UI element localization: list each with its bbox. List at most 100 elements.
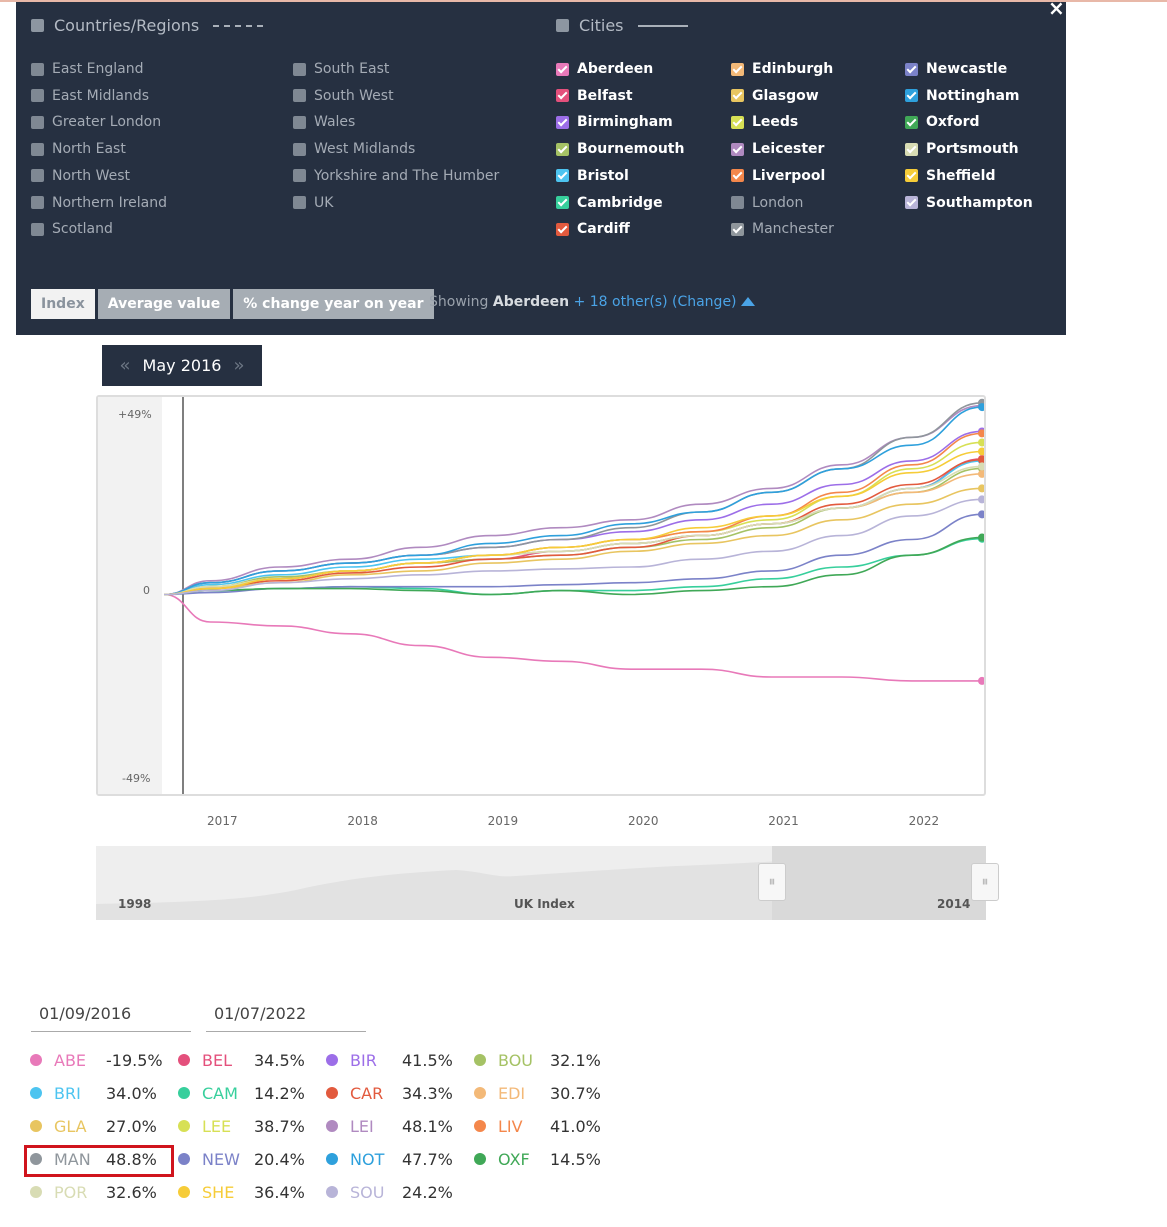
series-line-sou[interactable]: [163, 498, 983, 596]
filter-option[interactable]: Nottingham: [905, 86, 1020, 106]
filter-option[interactable]: Bournemouth: [556, 139, 684, 159]
filter-option[interactable]: Leicester: [731, 139, 824, 159]
legend-item[interactable]: EDI 30.7%: [474, 1083, 601, 1103]
checkbox-icon[interactable]: [293, 89, 306, 103]
series-end-point-not[interactable]: [978, 403, 984, 412]
filter-option[interactable]: Belfast: [556, 86, 633, 106]
checkbox-icon[interactable]: [731, 169, 744, 183]
collapse-triangle-icon[interactable]: [740, 297, 755, 306]
filter-option[interactable]: Edinburgh: [731, 59, 833, 79]
series-line-oxf[interactable]: [163, 536, 983, 596]
range-navigator[interactable]: ⏸ ⏸ 1998 UK Index 2014: [96, 846, 999, 920]
filter-option[interactable]: Birmingham: [556, 112, 673, 132]
series-end-point-lee[interactable]: [978, 438, 984, 447]
series-line-not[interactable]: [163, 406, 983, 596]
change-selection-link[interactable]: + 18 other(s) (Change): [573, 294, 737, 310]
checkbox-icon[interactable]: [556, 169, 569, 183]
legend-item[interactable]: POR 32.6%: [30, 1182, 157, 1202]
checkbox-icon[interactable]: [731, 222, 744, 236]
series-line-abe[interactable]: [163, 593, 982, 682]
checkbox-icon[interactable]: [731, 89, 744, 103]
series-line-she[interactable]: [163, 450, 983, 596]
tab-index[interactable]: Index: [31, 289, 95, 319]
legend-item[interactable]: NOT 47.7%: [326, 1149, 453, 1169]
series-end-point-por[interactable]: [978, 462, 984, 471]
checkbox-icon[interactable]: [556, 89, 569, 103]
checkbox-icon[interactable]: [293, 196, 306, 209]
filter-option[interactable]: South East: [293, 59, 389, 79]
checkbox-icon[interactable]: [31, 115, 44, 129]
navigator-left-handle[interactable]: ⏸: [758, 863, 786, 901]
legend-item[interactable]: LIV 41.0%: [474, 1116, 601, 1136]
countries-regions-header[interactable]: Countries/Regions: [31, 16, 264, 35]
filter-option[interactable]: East England: [31, 59, 144, 79]
filter-option[interactable]: Sheffield: [905, 166, 995, 186]
legend-item[interactable]: ABE -19.5%: [30, 1050, 163, 1070]
legend-item[interactable]: BEL 34.5%: [178, 1050, 305, 1070]
navigator-selection[interactable]: [772, 846, 986, 920]
checkbox-icon[interactable]: [905, 115, 918, 129]
checkbox-icon[interactable]: [556, 222, 569, 236]
checkbox-icon[interactable]: [905, 142, 918, 156]
series-end-point-gla[interactable]: [978, 484, 984, 493]
filter-option[interactable]: Greater London: [31, 112, 161, 132]
filter-option[interactable]: Cardiff: [556, 219, 630, 239]
filter-option[interactable]: Oxford: [905, 112, 980, 132]
tab-average-value[interactable]: Average value: [97, 289, 231, 319]
series-line-bou[interactable]: [163, 467, 983, 596]
checkbox-icon[interactable]: [31, 169, 44, 183]
filter-option[interactable]: Yorkshire and The Humber: [293, 166, 499, 186]
legend-item[interactable]: LEI 48.1%: [326, 1116, 453, 1136]
filter-option[interactable]: Leeds: [731, 112, 798, 132]
checkbox-icon[interactable]: [31, 142, 44, 156]
series-end-point-new[interactable]: [978, 510, 984, 519]
filter-option[interactable]: Portsmouth: [905, 139, 1019, 159]
checkbox-icon[interactable]: [293, 169, 306, 183]
filter-option[interactable]: Liverpool: [731, 166, 825, 186]
checkbox-icon[interactable]: [31, 196, 44, 209]
legend-item[interactable]: LEE 38.7%: [178, 1116, 305, 1136]
cities-checkbox[interactable]: [556, 19, 569, 32]
filter-option[interactable]: Bristol: [556, 166, 629, 186]
filter-option[interactable]: Aberdeen: [556, 59, 653, 79]
countries-regions-checkbox[interactable]: [31, 19, 44, 32]
checkbox-icon[interactable]: [556, 196, 569, 209]
series-end-point-oxf[interactable]: [978, 533, 984, 542]
series-line-lei[interactable]: [163, 404, 983, 596]
tab-change-year-on-year[interactable]: % change year on year: [233, 289, 434, 319]
legend-item[interactable]: MAN 48.8%: [30, 1149, 157, 1169]
filter-option[interactable]: Scotland: [31, 219, 113, 239]
from-date-input[interactable]: [31, 996, 191, 1032]
checkbox-icon[interactable]: [905, 89, 918, 103]
filter-option[interactable]: West Midlands: [293, 139, 415, 159]
filter-option[interactable]: Manchester: [731, 219, 834, 239]
legend-item[interactable]: BOU 32.1%: [474, 1050, 601, 1070]
series-end-point-sou[interactable]: [978, 495, 984, 504]
filter-option[interactable]: Northern Ireland: [31, 193, 167, 213]
legend-item[interactable]: BIR 41.5%: [326, 1050, 453, 1070]
legend-item[interactable]: OXF 14.5%: [474, 1149, 601, 1169]
cities-header[interactable]: Cities: [556, 16, 688, 35]
checkbox-icon[interactable]: [293, 142, 306, 156]
checkbox-icon[interactable]: [731, 196, 744, 209]
filter-option[interactable]: UK: [293, 193, 333, 213]
checkbox-icon[interactable]: [31, 89, 44, 103]
checkbox-icon[interactable]: [905, 62, 918, 76]
legend-item[interactable]: SOU 24.2%: [326, 1182, 453, 1202]
filter-option[interactable]: Southampton: [905, 193, 1033, 213]
filter-option[interactable]: Newcastle: [905, 59, 1007, 79]
filter-option[interactable]: South West: [293, 86, 394, 106]
filter-option[interactable]: Wales: [293, 112, 355, 132]
filter-option[interactable]: Cambridge: [556, 193, 663, 213]
series-end-point-car[interactable]: [978, 455, 984, 464]
checkbox-icon[interactable]: [556, 115, 569, 129]
legend-item[interactable]: SHE 36.4%: [178, 1182, 305, 1202]
legend-item[interactable]: CAM 14.2%: [178, 1083, 305, 1103]
checkbox-icon[interactable]: [293, 115, 306, 129]
previous-date-icon[interactable]: «: [119, 355, 131, 376]
series-end-point-she[interactable]: [978, 447, 984, 456]
filter-option[interactable]: East Midlands: [31, 86, 149, 106]
filter-option[interactable]: London: [731, 193, 803, 213]
checkbox-icon[interactable]: [293, 62, 306, 76]
series-line-car[interactable]: [163, 458, 983, 596]
